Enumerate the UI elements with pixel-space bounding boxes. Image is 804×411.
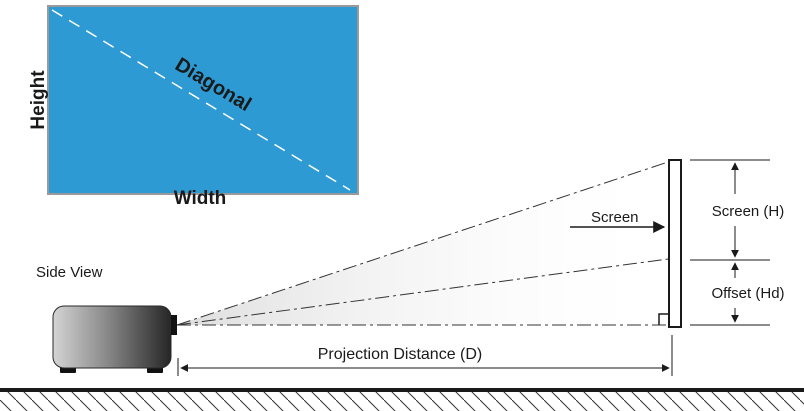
distance-dimension <box>177 335 673 376</box>
projector-body <box>52 305 172 369</box>
beam-top-line <box>176 161 669 326</box>
screen-side-view <box>658 159 682 328</box>
diagonal-line <box>51 9 351 191</box>
offset-label: Offset (Hd) <box>711 285 784 302</box>
height-dimension <box>690 159 770 326</box>
projector-lens <box>171 315 177 335</box>
floor-hatching <box>0 392 804 411</box>
screen-rectangle <box>47 5 359 195</box>
screen-front-view: Diagonal Height Width <box>28 5 359 209</box>
beam-mid-line <box>176 258 669 326</box>
side-view-title: Side View <box>36 264 103 281</box>
screen-pointer-label: Screen <box>591 209 639 226</box>
screen-panel <box>668 159 682 328</box>
floor-line <box>0 388 804 392</box>
screen-height-label: Screen (H) <box>712 203 785 220</box>
floor <box>0 388 804 411</box>
width-label: Width <box>174 188 227 209</box>
beam-lines <box>176 161 669 326</box>
right-angle-marker <box>658 313 669 325</box>
projection-distance-label: Projection Distance (D) <box>318 346 483 363</box>
projector <box>52 305 177 373</box>
height-label: Height <box>28 70 49 130</box>
